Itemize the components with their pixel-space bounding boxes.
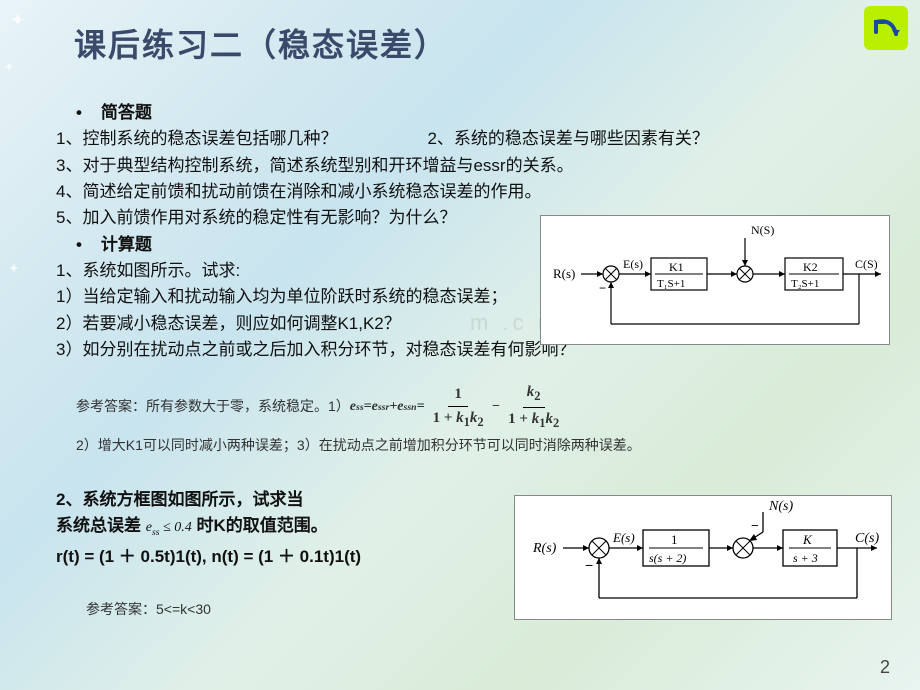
return-arrow-icon: [870, 12, 902, 44]
block-diagram-1: R(s) − E(s) K1 T₁S+1 N(S) K2 T₂S+1 C(S): [540, 215, 890, 345]
block-diagram-2: R(s) − E(s) 1 s(s + 2) N(s) − K s + 3 C(…: [514, 495, 892, 620]
svg-text:−: −: [585, 557, 593, 573]
svg-text:s + 3: s + 3: [793, 551, 818, 565]
svg-text:K2: K2: [803, 260, 818, 274]
svg-text:E(s): E(s): [612, 530, 635, 545]
svg-text:K: K: [802, 532, 813, 547]
svg-text:N(S): N(S): [751, 223, 774, 237]
svg-text:N(s): N(s): [768, 499, 793, 514]
svg-text:K1: K1: [669, 260, 684, 274]
svg-text:−: −: [599, 281, 606, 295]
q2: 2、系统的稳态误差与哪些因素有关？: [427, 126, 708, 152]
q3: 3、对于典型结构控制系统，简述系统型别和开环增益与essr的关系。: [56, 153, 890, 179]
d1-R: R(s): [553, 266, 575, 281]
short-answer-heading: • 简答题: [76, 100, 890, 126]
q1: 1、控制系统的稳态误差包括哪几种？: [56, 126, 337, 152]
q4: 4、简述给定前馈和扰动前馈在消除和减小系统稳态误差的作用。: [56, 179, 890, 205]
svg-text:T₁S+1: T₁S+1: [657, 278, 685, 290]
svg-text:R(s): R(s): [532, 541, 557, 556]
back-button[interactable]: [864, 6, 908, 50]
svg-text:1: 1: [671, 532, 678, 547]
svg-text:C(S): C(S): [855, 257, 878, 271]
svg-text:C(s): C(s): [855, 531, 879, 546]
page-title: 课后练习二（稳态误差）: [74, 20, 448, 66]
svg-text:−: −: [751, 518, 759, 533]
page-number: 2: [880, 657, 890, 678]
answer1: 参考答案：所有参数大于零，系统稳定。1） ess = essr + essn =…: [76, 381, 890, 433]
answer1-line2: 2）增大K1可以同时减小两种误差；3）在扰动点之前增加积分环节可以同时消除两种误…: [76, 435, 890, 457]
svg-text:T₂S+1: T₂S+1: [791, 278, 819, 290]
svg-text:E(s): E(s): [623, 257, 643, 271]
svg-text:s(s + 2): s(s + 2): [649, 551, 686, 565]
